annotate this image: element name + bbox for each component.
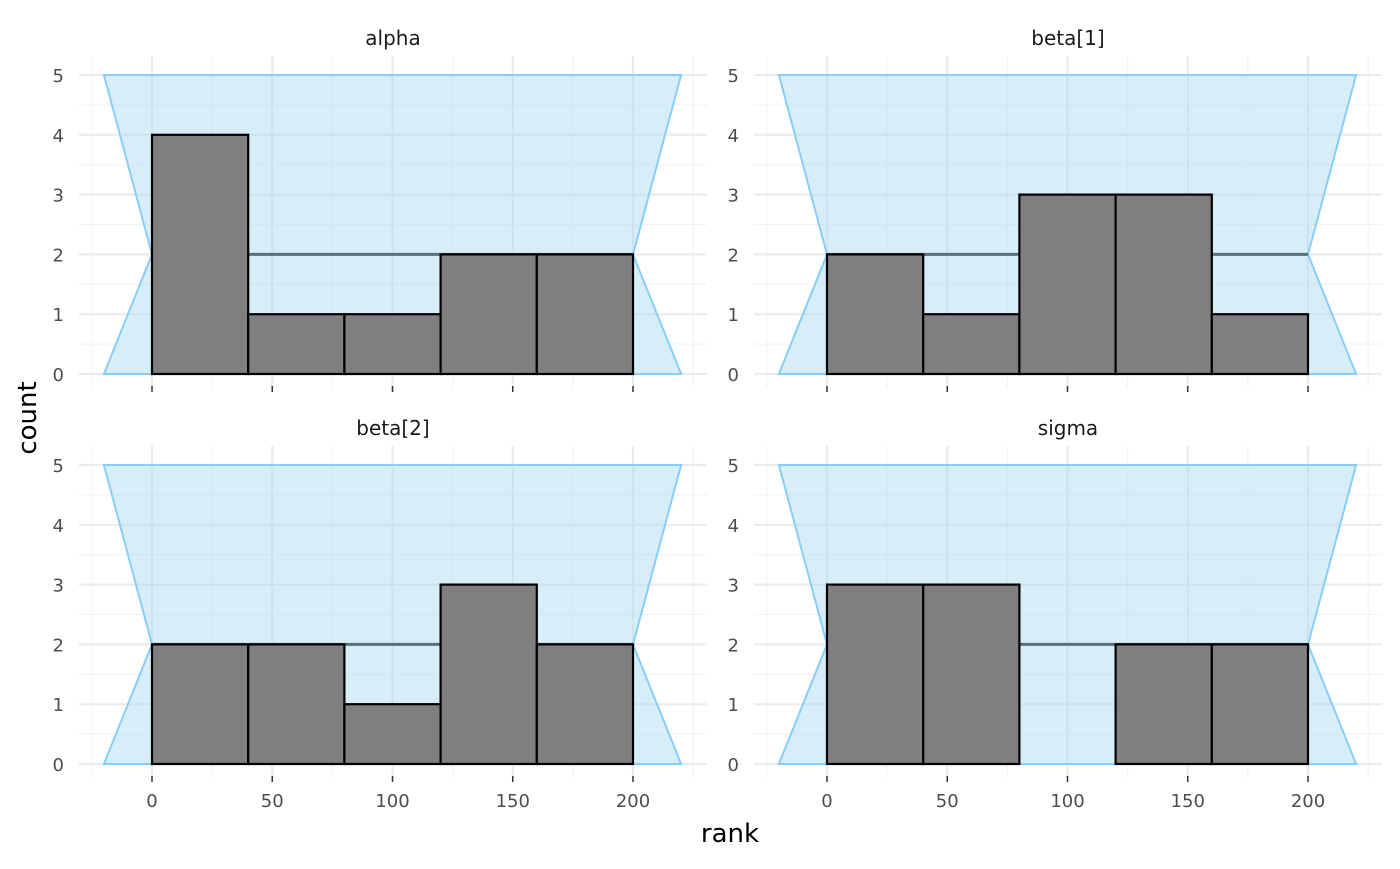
x-tick-label: 100 (375, 791, 409, 812)
panel-1: beta[1] 0 1 2 3 4 5 (728, 26, 1382, 392)
y-tick-label: 1 (728, 695, 739, 716)
x-tick-label: 0 (821, 791, 832, 812)
x-tick-label: 50 (261, 791, 284, 812)
histogram-bar (343, 313, 442, 376)
histogram-bar (922, 313, 1021, 376)
histogram-bar (1210, 313, 1310, 376)
histogram-bar (825, 253, 925, 376)
y-tick-label: 5 (53, 66, 64, 87)
histogram-bar (1210, 643, 1310, 766)
histogram-bar (825, 583, 925, 766)
y-tick-label: 3 (53, 186, 64, 207)
panel-title: sigma (1038, 416, 1098, 440)
y-tick-label: 5 (53, 456, 64, 477)
x-tick-label: 200 (1291, 791, 1325, 812)
x-tick-label: 200 (616, 791, 650, 812)
y-tick-label: 4 (728, 516, 739, 537)
histogram-bar (1018, 193, 1117, 376)
y-tick-label: 0 (53, 365, 64, 386)
y-tick-label: 0 (53, 755, 64, 776)
x-tick-label: 0 (146, 791, 157, 812)
x-tick-label: 100 (1050, 791, 1084, 812)
histogram-bar (150, 133, 250, 376)
y-tick-label: 4 (53, 126, 64, 147)
y-tick-label: 4 (53, 516, 64, 537)
x-tick-label: 150 (496, 791, 530, 812)
histogram-bar (535, 643, 635, 766)
x-tick-label: 150 (1171, 791, 1205, 812)
y-tick-label: 2 (53, 245, 64, 266)
y-tick-label: 1 (53, 695, 64, 716)
y-tick-label: 2 (728, 635, 739, 656)
histogram-bar (535, 253, 635, 376)
panel-title: beta[1] (1031, 26, 1104, 50)
y-tick-label: 3 (728, 576, 739, 597)
histogram-bar (150, 643, 250, 766)
y-tick-label: 2 (53, 635, 64, 656)
histogram-bar (247, 313, 346, 376)
histogram-bar (343, 703, 442, 766)
y-tick-label: 3 (728, 186, 739, 207)
y-tick-label: 2 (728, 245, 739, 266)
panel-title: alpha (365, 26, 420, 50)
histogram-bar (439, 253, 538, 376)
histogram-bar (1114, 643, 1213, 766)
y-tick-label: 5 (728, 66, 739, 87)
x-tick-label: 50 (936, 791, 959, 812)
histogram-bar (1114, 193, 1213, 376)
y-tick-label: 1 (53, 305, 64, 326)
histogram-bar (439, 583, 538, 766)
histogram-bar (922, 583, 1021, 766)
panel-0: alpha 0 1 2 3 4 5 (53, 26, 707, 392)
x-axis-title: rank (701, 819, 759, 849)
y-axis-title: count (13, 381, 43, 454)
y-tick-label: 5 (728, 456, 739, 477)
y-tick-label: 1 (728, 305, 739, 326)
panel-title: beta[2] (356, 416, 429, 440)
y-tick-label: 4 (728, 126, 739, 147)
y-tick-label: 0 (728, 755, 739, 776)
y-tick-label: 3 (53, 576, 64, 597)
histogram-bar (247, 643, 346, 766)
y-tick-label: 0 (728, 365, 739, 386)
